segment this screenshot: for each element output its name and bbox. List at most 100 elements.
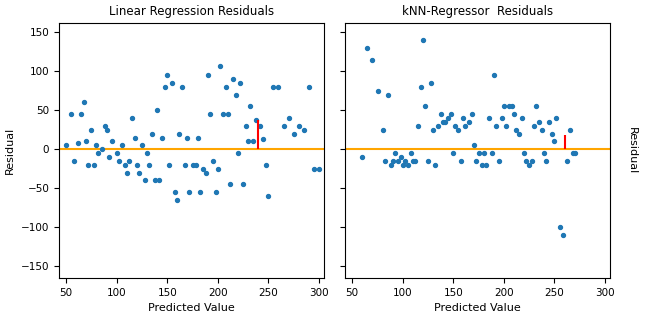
Point bbox=[534, 119, 544, 125]
Point bbox=[304, 84, 314, 90]
Point bbox=[164, 162, 174, 167]
Point bbox=[410, 158, 420, 164]
Point bbox=[554, 225, 565, 230]
Point bbox=[386, 162, 396, 167]
Point bbox=[456, 158, 466, 164]
Point bbox=[162, 73, 173, 78]
X-axis label: Predicted Value: Predicted Value bbox=[434, 303, 521, 313]
Point bbox=[220, 84, 231, 90]
Point bbox=[81, 139, 92, 144]
Point bbox=[228, 77, 238, 82]
Point bbox=[190, 162, 201, 167]
Point bbox=[547, 131, 558, 136]
Point bbox=[416, 84, 426, 90]
Point bbox=[167, 80, 178, 86]
Point bbox=[235, 80, 245, 86]
Point bbox=[517, 115, 527, 121]
Point bbox=[106, 139, 117, 144]
Point bbox=[470, 158, 481, 164]
Point bbox=[428, 127, 438, 132]
Point bbox=[192, 135, 203, 140]
Point bbox=[201, 170, 211, 175]
Point bbox=[180, 162, 191, 167]
Point bbox=[251, 117, 262, 122]
Point bbox=[390, 150, 400, 156]
Point bbox=[101, 127, 112, 132]
Point bbox=[160, 84, 171, 90]
Point bbox=[501, 123, 511, 129]
Point bbox=[450, 123, 461, 129]
Point bbox=[248, 139, 258, 144]
Point bbox=[357, 154, 367, 160]
Point bbox=[474, 150, 484, 156]
Point bbox=[157, 135, 167, 140]
Point bbox=[194, 190, 205, 195]
Point bbox=[418, 37, 428, 43]
Point bbox=[433, 123, 443, 129]
Point bbox=[430, 162, 440, 167]
Point bbox=[446, 112, 457, 117]
Y-axis label: Residual: Residual bbox=[626, 127, 637, 174]
Point bbox=[278, 123, 289, 129]
Point bbox=[487, 150, 497, 156]
Point bbox=[289, 131, 299, 136]
Point bbox=[527, 158, 537, 164]
Y-axis label: Residual: Residual bbox=[5, 127, 15, 174]
Point bbox=[136, 143, 147, 148]
Point bbox=[509, 112, 520, 117]
Point bbox=[91, 143, 102, 148]
Point bbox=[147, 131, 157, 136]
Point bbox=[233, 150, 243, 156]
Point bbox=[458, 115, 468, 121]
Point bbox=[308, 166, 319, 171]
Point bbox=[231, 92, 241, 97]
Point bbox=[238, 182, 249, 187]
Point bbox=[382, 92, 393, 97]
Point bbox=[215, 63, 225, 68]
Point bbox=[443, 115, 453, 121]
Point bbox=[211, 190, 221, 195]
Point bbox=[478, 150, 489, 156]
Point bbox=[567, 150, 578, 156]
Point bbox=[61, 143, 72, 148]
Point bbox=[562, 158, 572, 164]
Point bbox=[493, 158, 504, 164]
Point bbox=[86, 127, 96, 132]
Point bbox=[112, 150, 122, 156]
Title: Linear Regression Residuals: Linear Regression Residuals bbox=[109, 5, 274, 18]
Point bbox=[117, 143, 127, 148]
Point bbox=[420, 104, 430, 109]
Point bbox=[243, 139, 253, 144]
Point bbox=[511, 127, 522, 132]
Point bbox=[377, 127, 388, 132]
Point bbox=[89, 162, 100, 167]
Point bbox=[499, 104, 509, 109]
Title: kNN-Regressor  Residuals: kNN-Regressor Residuals bbox=[402, 5, 553, 18]
Point bbox=[372, 88, 382, 94]
Point bbox=[403, 162, 413, 167]
Point bbox=[241, 123, 251, 129]
Point bbox=[544, 119, 555, 125]
Point bbox=[96, 146, 107, 152]
Point bbox=[150, 178, 160, 183]
Point bbox=[123, 158, 134, 164]
Point bbox=[405, 150, 416, 156]
Point bbox=[245, 104, 255, 109]
Point bbox=[182, 135, 193, 140]
Point bbox=[93, 150, 104, 156]
Point bbox=[453, 127, 464, 132]
Point bbox=[537, 127, 548, 132]
Point bbox=[263, 194, 274, 199]
Point bbox=[564, 127, 575, 132]
Point bbox=[73, 140, 83, 146]
Point bbox=[152, 108, 163, 113]
Point bbox=[448, 150, 459, 156]
Point bbox=[497, 115, 507, 121]
Point bbox=[491, 123, 501, 129]
Point bbox=[426, 80, 436, 86]
Point bbox=[79, 100, 90, 105]
Point bbox=[298, 127, 309, 132]
Point bbox=[207, 158, 218, 164]
Point bbox=[130, 135, 140, 140]
Point bbox=[144, 162, 154, 167]
